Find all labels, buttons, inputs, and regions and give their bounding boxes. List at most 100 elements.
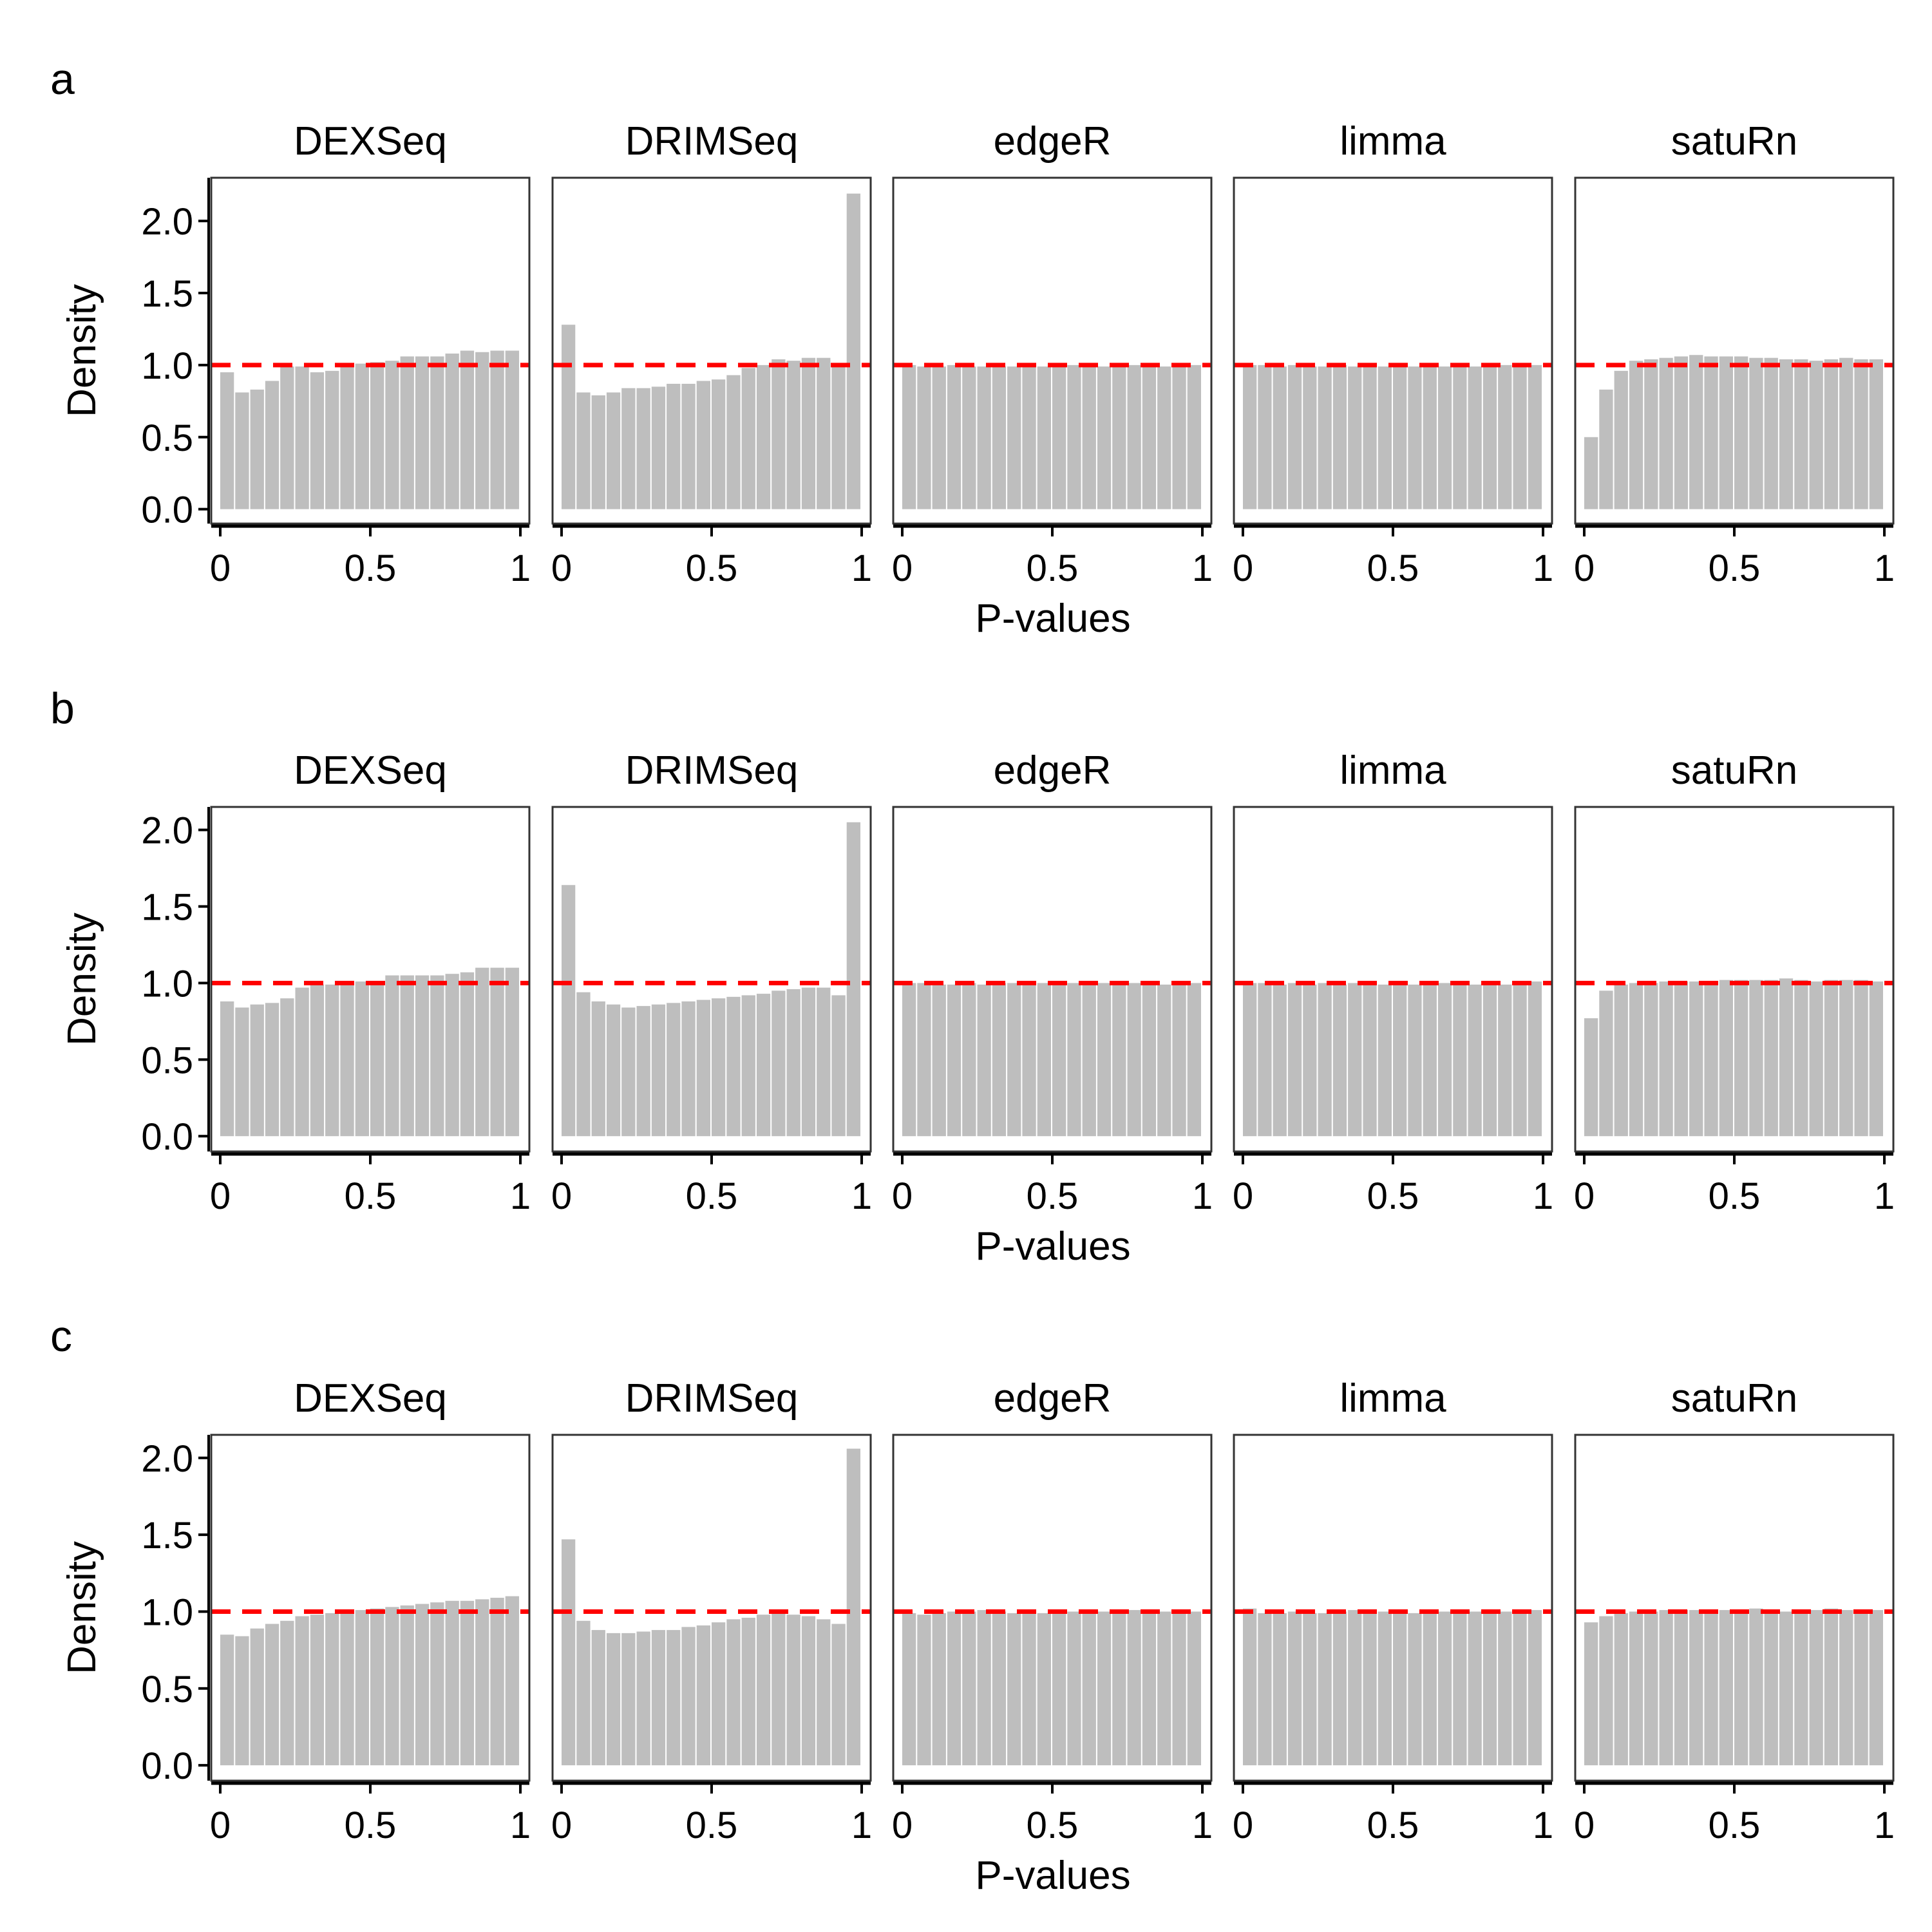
- histogram-bar: [1437, 366, 1452, 509]
- histogram-bar: [340, 1611, 354, 1766]
- histogram-bar: [772, 359, 786, 509]
- histogram-bar: [1082, 366, 1096, 509]
- histogram-bar: [235, 392, 249, 509]
- histogram-bar: [1172, 1611, 1186, 1766]
- histogram-bar: [295, 1616, 309, 1766]
- histogram-bar: [977, 366, 991, 509]
- histogram-bar: [430, 356, 444, 509]
- histogram-bar: [947, 984, 961, 1137]
- histogram-bar: [1749, 1608, 1763, 1766]
- panel-title: limma: [1340, 119, 1446, 164]
- histogram-bar: [726, 375, 741, 509]
- histogram-bar: [235, 1636, 249, 1766]
- x-tick-label: 0.5: [1367, 1804, 1419, 1846]
- histogram-bar: [712, 379, 726, 509]
- histogram-bar: [265, 1624, 279, 1766]
- x-tick-label: 0: [210, 547, 231, 589]
- histogram-bar: [1453, 984, 1467, 1137]
- histogram-bar: [1157, 984, 1171, 1137]
- y-tick-label: 1.0: [141, 963, 193, 1005]
- histogram-bar: [340, 366, 354, 509]
- x-tick-label: 0.5: [1367, 547, 1419, 589]
- histogram-bar: [310, 1615, 325, 1766]
- histogram-bar: [1363, 365, 1377, 509]
- histogram-bar: [1482, 1610, 1497, 1766]
- histogram-bar: [1734, 1610, 1748, 1766]
- histogram-bar: [415, 975, 430, 1137]
- histogram-bar: [1332, 365, 1347, 509]
- x-tick-label: 0: [892, 1804, 913, 1846]
- histogram-bar: [1423, 366, 1437, 509]
- histogram-bar: [475, 967, 489, 1137]
- panel-border: [1574, 806, 1895, 1153]
- histogram-bar: [1318, 1613, 1332, 1766]
- histogram-bar: [1082, 1610, 1096, 1766]
- y-tick-label: 0.5: [141, 417, 193, 459]
- histogram-bar: [355, 363, 369, 509]
- histogram-bar: [992, 366, 1007, 509]
- histogram-bar: [250, 389, 264, 509]
- histogram-bar: [1704, 981, 1718, 1137]
- histogram-bar: [1794, 980, 1808, 1137]
- histogram-bar: [280, 998, 294, 1137]
- panel-title: edgeR: [994, 1376, 1112, 1421]
- histogram-bar: [1097, 1611, 1112, 1766]
- x-tick-label: 0.5: [1367, 1175, 1419, 1217]
- panel-border: [1574, 1434, 1895, 1782]
- histogram-bar: [1127, 1610, 1141, 1766]
- histogram-bar: [1097, 983, 1112, 1137]
- y-tick-label: 0.5: [141, 1039, 193, 1081]
- histogram-bar: [636, 1631, 650, 1766]
- histogram-bar: [902, 1613, 916, 1766]
- panel-limma: limma 0 0.5 1: [1233, 119, 1553, 589]
- histogram-bar: [1007, 983, 1021, 1137]
- x-tick-label: 1: [851, 1804, 872, 1846]
- panel-title: edgeR: [994, 119, 1112, 164]
- histogram-bar: [772, 990, 786, 1137]
- panel-border: [1574, 176, 1895, 525]
- histogram-bar: [1839, 1610, 1853, 1766]
- x-tick-label: 1: [1533, 1804, 1553, 1846]
- histogram-bar: [1498, 984, 1512, 1137]
- x-tick-label: 0.5: [345, 1804, 397, 1846]
- histogram-bar: [621, 1633, 636, 1766]
- histogram-bar: [831, 1624, 846, 1766]
- histogram-bar: [415, 1604, 430, 1766]
- chart-row-c: c Density 0.0 0.5 1.0 1.5 2.0 P-values DEXSeq 0 0.…: [50, 1312, 1895, 1898]
- histogram-bar: [1112, 983, 1126, 1137]
- histogram-bar: [1423, 1611, 1437, 1766]
- histogram-bar: [1854, 359, 1868, 509]
- histogram-bar: [265, 1003, 279, 1137]
- panel-limma: limma 0 0.5 1: [1233, 748, 1553, 1217]
- histogram-bar: [962, 1611, 976, 1766]
- histogram-bar: [1007, 1613, 1021, 1766]
- x-axis-title: P-values: [975, 596, 1130, 641]
- histogram-bar: [1614, 370, 1628, 509]
- panel-title: DEXSeq: [294, 119, 447, 164]
- histogram-bar: [1187, 983, 1202, 1137]
- histogram-bar: [992, 1611, 1007, 1766]
- histogram-bar: [1614, 1613, 1628, 1766]
- histogram-bar: [1022, 983, 1036, 1137]
- histogram-bar: [1172, 983, 1186, 1137]
- histogram-bar: [1067, 1611, 1081, 1766]
- histogram-bar: [756, 994, 771, 1137]
- histogram-bar: [1258, 983, 1272, 1137]
- x-tick-label: 1: [851, 1175, 872, 1217]
- panel-border: [551, 176, 872, 525]
- panel-title: DRIMSeq: [625, 119, 799, 164]
- histogram-bar: [1674, 1610, 1689, 1766]
- x-tick-label: 0: [892, 547, 913, 589]
- histogram-bar: [1363, 981, 1377, 1137]
- histogram-bar: [947, 365, 961, 509]
- histogram-bar: [681, 1627, 696, 1766]
- histogram-bar: [265, 381, 279, 509]
- histogram-bar: [1498, 365, 1512, 509]
- histogram-bar: [741, 995, 755, 1137]
- histogram-bar: [1127, 365, 1141, 509]
- histogram-bar: [1187, 1611, 1202, 1766]
- histogram-bar: [772, 1613, 786, 1766]
- histogram-bar: [1584, 437, 1598, 509]
- y-tick-label: 1.5: [141, 273, 193, 315]
